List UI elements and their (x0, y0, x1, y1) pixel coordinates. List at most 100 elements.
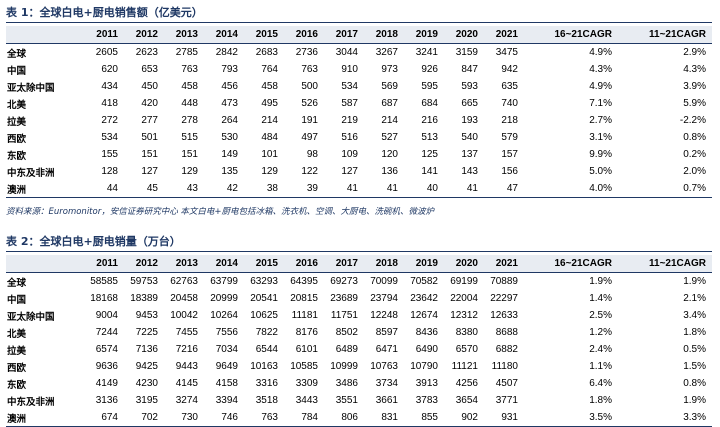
region-name: 东欧 (7, 150, 27, 162)
table-cell: 497 (301, 132, 318, 143)
table-cell: 11751 (330, 310, 358, 321)
table-cell: 0.8% (683, 378, 706, 389)
table-cell: 534 (101, 132, 118, 143)
table-cell: 69199 (450, 276, 478, 287)
table-cell: 7225 (135, 327, 158, 338)
table-cell: 684 (421, 98, 438, 109)
table-cell: 501 (141, 132, 158, 143)
table-cell: 2.0% (683, 166, 706, 177)
table-cell: 4158 (215, 378, 238, 389)
table-cell: 763 (244, 409, 284, 427)
table-cell: 0.5% (683, 344, 706, 355)
table-cell: 143 (461, 166, 478, 177)
column-header: 16~21CAGR (524, 26, 618, 44)
table-cell: 7822 (255, 327, 278, 338)
table-cell: 22297 (490, 293, 518, 304)
table-row: 全球 58585 59753 62763 63799 63293 64395 69273 700… (6, 273, 712, 291)
column-header: 2020 (444, 26, 484, 44)
table-cell: 9443 (175, 361, 198, 372)
table-cell: 450 (141, 81, 158, 92)
column-header: 2013 (164, 255, 204, 273)
table-cell: 702 (124, 409, 164, 427)
table-cell: 926 (421, 64, 438, 75)
table-cell: 157 (501, 149, 518, 160)
table-cell: 45 (124, 180, 164, 198)
table-cell: 973 (381, 64, 398, 75)
sales-table: 2011 2012 2013 2014 2015 2016 2017 2018 2019 2020… (6, 26, 712, 198)
table-cell: 10763 (370, 361, 398, 372)
table-cell: 674 (84, 409, 124, 427)
table-cell: 420 (141, 98, 158, 109)
table-row: 北美 7244 7225 7455 7556 7822 8176 8502 8597 8436 83… (6, 324, 712, 341)
table-cell: 2683 (255, 47, 278, 58)
table-cell: 3274 (175, 395, 198, 406)
table-cell: 593 (461, 81, 478, 92)
region-name: 拉美 (7, 116, 27, 128)
table-cell: 569 (381, 81, 398, 92)
table-cell: 847 (461, 64, 478, 75)
table-cell: 59753 (130, 276, 158, 287)
table-cell: 500 (301, 81, 318, 92)
region-header (6, 26, 84, 44)
table-cell: 764 (261, 64, 278, 75)
table-cell: 3654 (455, 395, 478, 406)
table-cell: 3913 (415, 378, 438, 389)
table2-caption: 表 2：全球白电+厨电销量（万台） (6, 235, 181, 248)
table-cell: 6570 (455, 344, 478, 355)
table-row: 拉美 272 277 278 264 214 191 219 214 216 193 218 2.7% -… (6, 112, 712, 129)
table-cell: 931 (484, 409, 524, 427)
table-cell: 4145 (175, 378, 198, 389)
table-cell: 129 (181, 166, 198, 177)
table-cell: 3044 (335, 47, 358, 58)
table-row: 西欧 9636 9425 9443 9649 10163 10585 10999 10763 10… (6, 358, 712, 375)
table-cell: 1.8% (589, 395, 612, 406)
table-cell: 278 (181, 115, 198, 126)
table-cell: 2.7% (589, 115, 612, 126)
table-cell: 127 (341, 166, 358, 177)
column-header: 16~21CAGR (524, 255, 618, 273)
table-cell: 1.2% (589, 327, 612, 338)
table-cell: 4507 (495, 378, 518, 389)
table-cell: 63293 (250, 276, 278, 287)
table-cell: 687 (381, 98, 398, 109)
table-cell: 2623 (135, 47, 158, 58)
table-cell: 136 (381, 166, 398, 177)
column-header: 11~21CAGR (618, 26, 712, 44)
table-cell: 0.7% (618, 180, 712, 198)
region-name: 澳洲 (6, 409, 84, 427)
table-cell: 763 (301, 64, 318, 75)
table-cell: 5.0% (589, 166, 612, 177)
column-header: 2012 (124, 255, 164, 273)
table-cell: 6490 (415, 344, 438, 355)
region-name: 全球 (7, 277, 27, 289)
column-header: 2015 (244, 255, 284, 273)
table-cell: 418 (101, 98, 118, 109)
table-cell: 534 (341, 81, 358, 92)
table-cell: 515 (181, 132, 198, 143)
table-cell: 62763 (170, 276, 198, 287)
table-cell: 2.1% (683, 293, 706, 304)
table-cell: 127 (141, 166, 158, 177)
table-cell: 18168 (90, 293, 118, 304)
table-cell: 1.9% (683, 276, 706, 287)
table-cell: 3309 (295, 378, 318, 389)
column-header: 2015 (244, 26, 284, 44)
region-header (6, 255, 84, 273)
region-name: 北美 (7, 99, 27, 111)
table-cell: 8436 (415, 327, 438, 338)
table-cell: 63799 (210, 276, 238, 287)
table1-caption: 表 1：全球白电+厨电销售额（亿美元） (6, 6, 203, 19)
table-cell: 3.3% (618, 409, 712, 427)
region-name: 中国 (7, 65, 27, 77)
table-cell: 793 (221, 64, 238, 75)
table-cell: 620 (101, 64, 118, 75)
table-cell: 6489 (335, 344, 358, 355)
table-cell: 653 (141, 64, 158, 75)
table-cell: 635 (501, 81, 518, 92)
table-cell: 12248 (370, 310, 398, 321)
table-cell: 910 (341, 64, 358, 75)
table-cell: 9004 (95, 310, 118, 321)
table-row: 西欧 534 501 515 530 484 497 516 527 513 540 579 3.1% 0… (6, 129, 712, 146)
table-cell: 579 (501, 132, 518, 143)
table-cell: 730 (164, 409, 204, 427)
